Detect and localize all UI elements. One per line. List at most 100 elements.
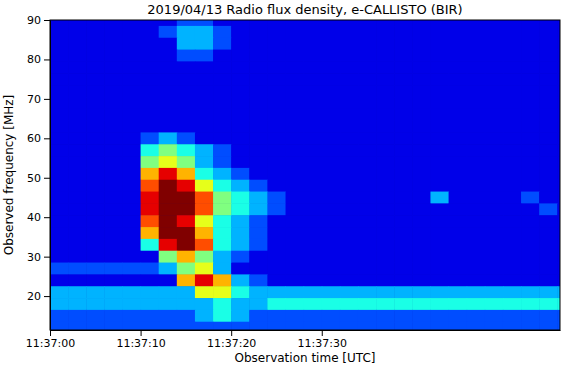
- heatmap-cell: [286, 192, 305, 204]
- heatmap-cell: [267, 26, 286, 38]
- heatmap-cell: [104, 192, 123, 204]
- heatmap-cell: [412, 61, 431, 73]
- heatmap-cell: [122, 61, 141, 73]
- y-tick: 80: [27, 53, 50, 66]
- heatmap-cell: [195, 168, 214, 180]
- heatmap-cell: [449, 286, 468, 298]
- heatmap-cell: [430, 274, 449, 286]
- heatmap-cell: [304, 298, 323, 310]
- heatmap-cell: [68, 73, 87, 85]
- heatmap-cell: [430, 109, 449, 121]
- x-tick-mark: [231, 330, 232, 336]
- heatmap-cell: [304, 109, 323, 121]
- heatmap-cell: [141, 298, 160, 310]
- heatmap-cell: [86, 180, 105, 192]
- heatmap-cell: [68, 251, 87, 263]
- y-tick: 70: [27, 93, 50, 106]
- heatmap-cell: [485, 215, 504, 227]
- heatmap-cell: [376, 310, 395, 322]
- heatmap-cell: [159, 239, 178, 251]
- heatmap-cell: [521, 132, 540, 144]
- heatmap-cell: [249, 310, 268, 322]
- heatmap-cell: [104, 180, 123, 192]
- heatmap-cell: [213, 61, 232, 73]
- heatmap-cell: [503, 156, 522, 168]
- heatmap-cell: [376, 97, 395, 109]
- heatmap-cell: [322, 180, 341, 192]
- heatmap-cell: [68, 180, 87, 192]
- heatmap-cell: [376, 61, 395, 73]
- plot-area: 11:37:0011:37:1011:37:2011:37:3020304050…: [26, 14, 562, 350]
- heatmap-cell: [394, 215, 413, 227]
- heatmap-cell: [86, 61, 105, 73]
- heatmap-cell: [177, 38, 196, 50]
- heatmap-cell: [267, 121, 286, 133]
- heatmap-cell: [50, 298, 69, 310]
- heatmap-cell: [68, 310, 87, 322]
- heatmap-cell: [267, 286, 286, 298]
- heatmap-cell: [539, 310, 558, 322]
- heatmap-cell: [267, 144, 286, 156]
- heatmap-cell: [467, 121, 486, 133]
- heatmap-cell: [159, 192, 178, 204]
- heatmap-cell: [122, 310, 141, 322]
- heatmap-cell: [249, 156, 268, 168]
- heatmap-cell: [286, 298, 305, 310]
- heatmap-cell: [159, 121, 178, 133]
- heatmap-cell: [231, 203, 250, 215]
- heatmap-cell: [322, 322, 341, 330]
- heatmap-cell: [122, 227, 141, 239]
- heatmap-cell: [213, 20, 232, 26]
- heatmap-cell: [521, 263, 540, 275]
- heatmap-cell: [304, 73, 323, 85]
- heatmap-cell: [340, 144, 359, 156]
- heatmap-cell: [104, 85, 123, 97]
- heatmap-cell: [539, 180, 558, 192]
- heatmap-cell: [521, 274, 540, 286]
- heatmap-cell: [539, 38, 558, 50]
- heatmap-cell: [177, 144, 196, 156]
- heatmap-cell: [358, 227, 377, 239]
- heatmap-cell: [267, 156, 286, 168]
- heatmap-cell: [141, 274, 160, 286]
- heatmap-cell: [267, 192, 286, 204]
- heatmap-cell: [141, 61, 160, 73]
- heatmap-cell: [122, 263, 141, 275]
- heatmap-cell: [122, 203, 141, 215]
- heatmap-cell: [86, 109, 105, 121]
- heatmap-cell: [430, 227, 449, 239]
- heatmap-cell: [68, 50, 87, 62]
- heatmap-cell: [430, 26, 449, 38]
- heatmap-cell: [195, 85, 214, 97]
- heatmap-cell: [376, 109, 395, 121]
- heatmap-cell: [104, 61, 123, 73]
- heatmap-cell: [195, 203, 214, 215]
- heatmap-cell: [449, 298, 468, 310]
- heatmap-cell: [50, 144, 69, 156]
- y-axis: 2030405060708090: [27, 14, 51, 330]
- heatmap-cell: [340, 310, 359, 322]
- heatmap-cell: [340, 73, 359, 85]
- heatmap-cell: [86, 322, 105, 330]
- heatmap-cell: [286, 251, 305, 263]
- heatmap-cell: [521, 20, 540, 26]
- heatmap-cell: [485, 298, 504, 310]
- heatmap-cell: [122, 168, 141, 180]
- heatmap-cell: [485, 310, 504, 322]
- heatmap-cell: [122, 50, 141, 62]
- heatmap-cell: [376, 239, 395, 251]
- heatmap-cell: [376, 121, 395, 133]
- y-tick-label: 30: [27, 251, 41, 264]
- heatmap-cell: [231, 180, 250, 192]
- heatmap-cell: [430, 322, 449, 330]
- heatmap-cell: [122, 322, 141, 330]
- heatmap-cell: [141, 310, 160, 322]
- heatmap-cell: [141, 144, 160, 156]
- heatmap-cell: [177, 61, 196, 73]
- heatmap-cell: [449, 310, 468, 322]
- heatmap-cell: [485, 73, 504, 85]
- heatmap-cell: [340, 322, 359, 330]
- heatmap-cell: [104, 322, 123, 330]
- heatmap-cell: [86, 215, 105, 227]
- heatmap-cell: [231, 251, 250, 263]
